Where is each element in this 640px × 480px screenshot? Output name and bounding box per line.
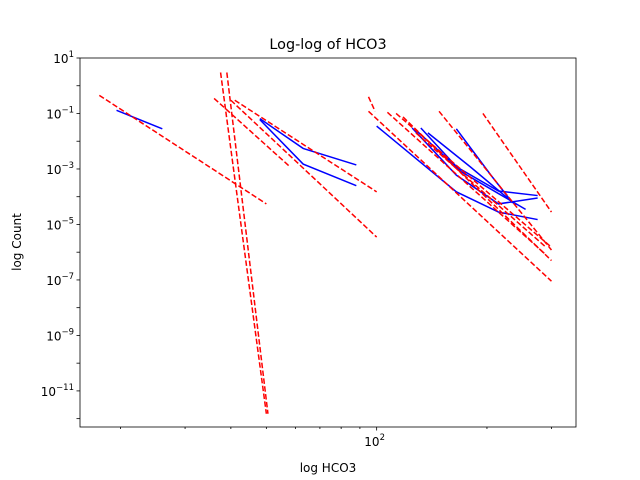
y-tick-label: 101 bbox=[53, 50, 74, 66]
data-line-1 bbox=[259, 118, 357, 166]
x-axis-label: log HCO3 bbox=[300, 461, 357, 475]
plot-frame bbox=[79, 57, 577, 428]
plot-area bbox=[80, 58, 576, 427]
y-tick-label: 10−9 bbox=[46, 327, 74, 343]
fit-line-22 bbox=[415, 132, 547, 248]
fit-line-19 bbox=[402, 116, 552, 262]
data-line-0 bbox=[116, 109, 163, 130]
y-tick-label: 10−7 bbox=[46, 272, 74, 288]
series-layer bbox=[98, 72, 553, 414]
fit-line-20 bbox=[438, 110, 553, 251]
y-tick-label: 10−1 bbox=[46, 105, 74, 121]
data-line-2 bbox=[259, 119, 357, 187]
y-tick-label: 10−11 bbox=[41, 383, 74, 399]
fit-line-11 bbox=[226, 72, 269, 414]
data-line-7 bbox=[427, 132, 517, 206]
chart-title: Log-log of HCO3 bbox=[269, 37, 386, 53]
fit-line-15 bbox=[367, 96, 376, 112]
y-tick-label: 10−5 bbox=[46, 216, 74, 232]
fit-line-12 bbox=[213, 97, 291, 168]
data-line-5 bbox=[415, 129, 538, 197]
x-tick-label: 102 bbox=[364, 433, 385, 449]
data-line-3 bbox=[376, 125, 538, 221]
fit-line-14 bbox=[230, 99, 378, 238]
fit-line-17 bbox=[386, 111, 547, 256]
fit-line-10 bbox=[219, 72, 268, 414]
y-tick-label: 10−3 bbox=[46, 161, 74, 177]
y-axis-label: log Count bbox=[10, 213, 24, 271]
fit-line-21 bbox=[482, 113, 553, 213]
fit-line-9 bbox=[98, 94, 267, 205]
fit-line-16 bbox=[367, 110, 552, 282]
fit-line-13 bbox=[234, 99, 378, 193]
